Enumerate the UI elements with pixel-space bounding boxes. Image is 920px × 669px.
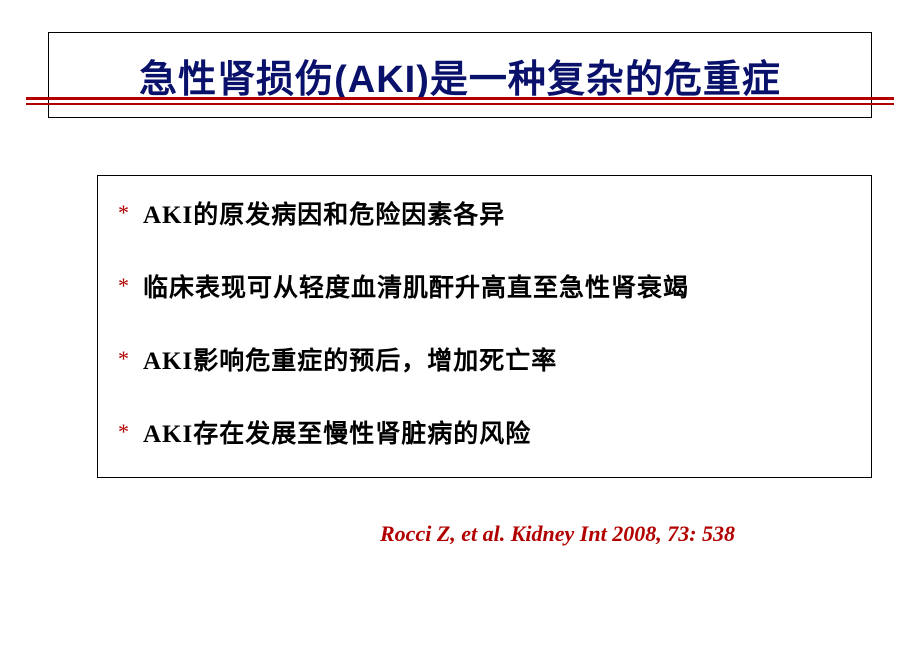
bullet-item: * AKI存在发展至慢性肾脏病的风险: [118, 417, 871, 452]
divider-line-bottom: [26, 103, 894, 105]
bullet-text: AKI的原发病因和危险因素各异: [143, 198, 505, 233]
bullet-marker-icon: *: [118, 271, 129, 302]
bullet-text: AKI影响危重症的预后，增加死亡率: [143, 344, 557, 379]
bullet-text: AKI存在发展至慢性肾脏病的风险: [143, 417, 531, 452]
bullet-item: * AKI的原发病因和危险因素各异: [118, 198, 871, 233]
bullet-marker-icon: *: [118, 344, 129, 375]
bullet-item: * 临床表现可从轻度血清肌酐升高直至急性肾衰竭: [118, 271, 871, 306]
divider-line-top: [26, 97, 894, 100]
bullet-marker-icon: *: [118, 198, 129, 229]
slide-title: 急性肾损伤(AKI)是一种复杂的危重症: [139, 48, 781, 103]
content-container: * AKI的原发病因和危险因素各异 * 临床表现可从轻度血清肌酐升高直至急性肾衰…: [97, 175, 872, 478]
bullet-text: 临床表现可从轻度血清肌酐升高直至急性肾衰竭: [143, 271, 689, 306]
title-container: 急性肾损伤(AKI)是一种复杂的危重症: [48, 32, 872, 118]
bullet-item: * AKI影响危重症的预后，增加死亡率: [118, 344, 871, 379]
citation-text: Rocci Z, et al. Kidney Int 2008, 73: 538: [380, 521, 735, 547]
bullet-marker-icon: *: [118, 417, 129, 448]
